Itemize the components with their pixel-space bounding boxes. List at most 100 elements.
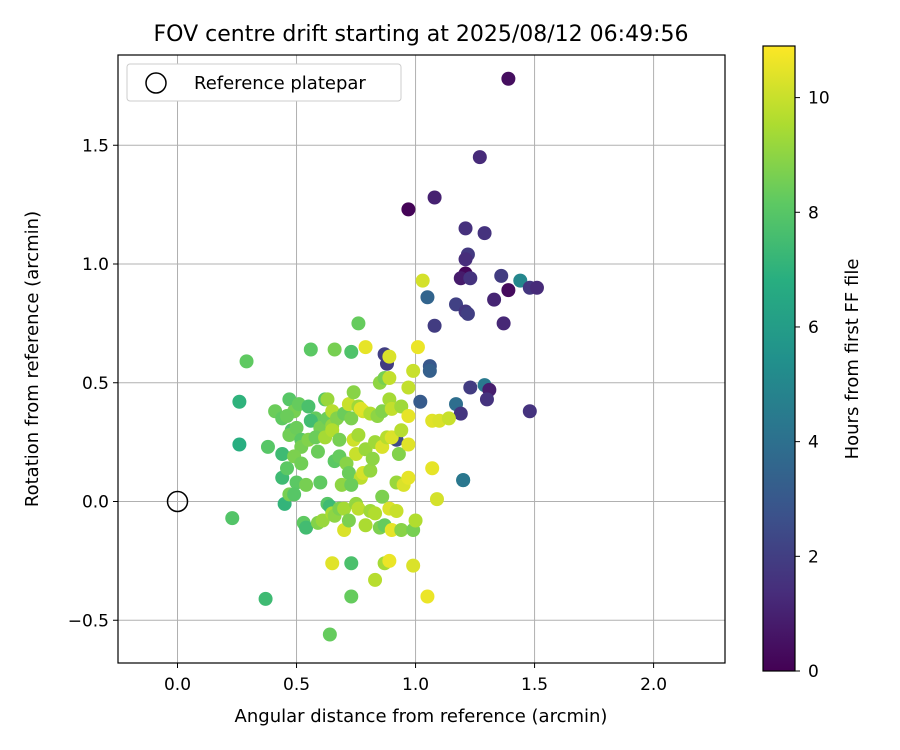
colorbar-tick-label: 0 — [808, 662, 819, 682]
data-point — [320, 392, 335, 407]
colorbar-tick-label: 4 — [808, 433, 819, 453]
data-point — [406, 558, 421, 573]
x-axis-ticks: 0.0 0.5 1.0 1.5 2.0 — [164, 663, 667, 695]
colorbar-tick-label: 10 — [808, 89, 830, 109]
data-point — [258, 591, 273, 606]
data-point — [458, 252, 473, 267]
data-point — [294, 456, 309, 471]
data-point — [522, 404, 537, 419]
data-point — [391, 447, 406, 461]
y-tick-label: 0.5 — [82, 374, 109, 394]
data-point — [325, 556, 340, 571]
data-point — [477, 226, 492, 241]
colorbar-tick-label: 6 — [808, 318, 819, 338]
data-point — [341, 466, 356, 480]
data-point — [225, 511, 240, 526]
data-point — [401, 437, 416, 452]
data-point — [413, 394, 428, 409]
data-point — [322, 627, 337, 642]
colorbar-label: Hours from first FF file — [842, 259, 863, 460]
data-point — [239, 354, 254, 369]
data-point — [441, 411, 456, 426]
data-point — [394, 423, 409, 438]
data-point — [315, 513, 330, 528]
chart-title: FOV centre drift starting at 2025/08/12 … — [154, 22, 689, 47]
data-point — [344, 344, 359, 359]
x-tick-label: 1.5 — [521, 675, 548, 695]
legend: Reference platepar — [126, 63, 402, 102]
data-point — [363, 463, 378, 478]
colorbar-ticks: 0 2 4 6 8 10 — [795, 89, 830, 682]
x-tick-label: 0.0 — [164, 675, 191, 695]
data-point — [351, 428, 366, 442]
data-point — [406, 363, 421, 378]
data-point — [394, 523, 409, 537]
data-point — [344, 556, 359, 571]
y-tick-label: 1.0 — [82, 255, 109, 275]
data-point — [420, 589, 435, 604]
data-point — [280, 461, 295, 476]
colorbar-gradient — [762, 45, 796, 672]
reference-platepar-marker — [166, 490, 189, 513]
x-axis-label: Angular distance from reference (arcmin) — [235, 706, 608, 727]
grid-lines — [118, 55, 725, 663]
data-point — [458, 221, 473, 236]
data-point — [232, 437, 247, 452]
data-point — [401, 470, 416, 485]
legend-box — [126, 63, 402, 102]
data-point — [310, 444, 325, 459]
data-points — [225, 71, 544, 642]
data-point — [401, 380, 416, 395]
data-point — [496, 316, 511, 331]
data-point — [344, 411, 359, 426]
data-point — [529, 280, 544, 295]
data-point — [394, 399, 409, 414]
data-point — [401, 409, 416, 423]
data-point — [232, 394, 247, 409]
y-tick-label: −0.5 — [68, 611, 109, 631]
data-point — [389, 504, 404, 518]
data-point — [303, 413, 318, 428]
data-point — [513, 273, 528, 288]
data-point — [287, 487, 302, 502]
data-point — [375, 489, 390, 504]
data-point — [401, 202, 416, 217]
x-tick-label: 2.0 — [640, 675, 667, 695]
x-tick-label: 0.5 — [283, 675, 310, 695]
colorbar-tick-label: 2 — [808, 547, 819, 567]
data-point — [415, 273, 430, 288]
legend-label: Reference platepar — [194, 73, 366, 94]
data-point — [299, 520, 314, 535]
plot-frame — [117, 54, 726, 664]
colorbar-tick-label: 8 — [808, 203, 819, 223]
data-point — [327, 342, 342, 357]
data-point — [408, 513, 423, 528]
data-point — [384, 430, 399, 445]
data-point — [382, 349, 397, 364]
data-point — [420, 290, 435, 305]
data-point — [427, 190, 442, 205]
colorbar: 0 2 4 6 8 10 Hours from first FF file — [762, 45, 863, 682]
data-point — [346, 385, 361, 400]
data-point — [463, 380, 478, 395]
data-point — [344, 589, 359, 604]
data-point — [429, 492, 444, 507]
data-point — [289, 420, 304, 435]
data-point — [325, 423, 340, 438]
data-point — [260, 439, 275, 454]
data-point — [344, 477, 359, 492]
data-point — [422, 363, 437, 378]
data-point — [382, 553, 397, 568]
data-point — [313, 475, 328, 490]
data-point — [501, 283, 516, 298]
data-point — [358, 518, 373, 533]
data-point — [358, 442, 373, 457]
y-tick-label: 1.5 — [82, 136, 109, 156]
data-point — [479, 392, 494, 407]
y-tick-label: 0.0 — [82, 493, 109, 513]
data-point — [341, 513, 356, 528]
y-axis-ticks: −0.5 0.0 0.5 1.0 1.5 — [68, 136, 118, 631]
data-point — [463, 271, 478, 286]
x-tick-label: 1.0 — [402, 675, 429, 695]
data-point — [427, 318, 442, 333]
